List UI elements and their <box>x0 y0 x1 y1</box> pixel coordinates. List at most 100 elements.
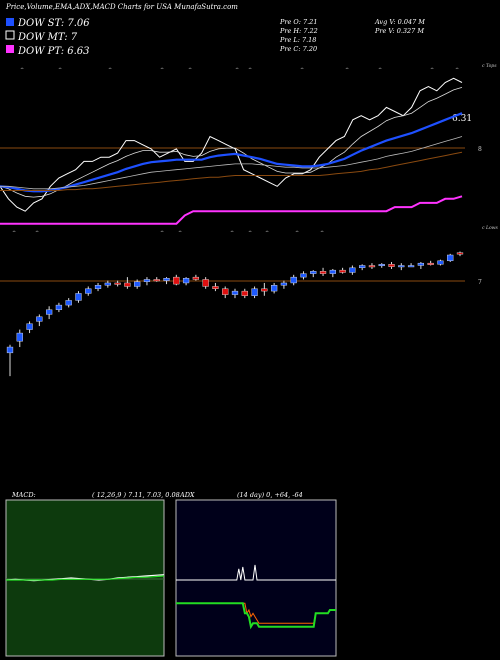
ema-line-price <box>0 77 463 212</box>
candle-body <box>407 265 415 268</box>
adx-panel: ADX (14 day) 0, +64, -64 <box>175 491 337 657</box>
top-marker: ^ <box>300 66 304 73</box>
top-marker: ^ <box>248 66 252 73</box>
ema-lows-label: c Lows <box>482 225 499 231</box>
ema-line-ema-long <box>0 136 463 190</box>
top-marker: ^ <box>108 66 112 73</box>
candle-body <box>310 271 317 274</box>
candle-body <box>417 262 425 266</box>
candle-body <box>388 264 395 267</box>
candle-body <box>143 279 151 282</box>
candle-body <box>75 293 82 301</box>
low-marker: ^ <box>265 229 269 236</box>
candle-ref-label: 7 <box>478 279 482 286</box>
candle-body <box>16 332 23 342</box>
low-marker: ^ <box>320 229 324 236</box>
top-marker: ^ <box>188 66 192 73</box>
top-marker: ^ <box>235 66 239 73</box>
candle-body <box>94 285 102 289</box>
candle-body <box>222 288 229 295</box>
dow-st-swatch <box>6 18 14 26</box>
candle-body <box>349 267 356 273</box>
candle-body <box>368 265 376 268</box>
candle-body <box>251 288 258 296</box>
candle-body <box>378 264 385 267</box>
ema-line-ema-short <box>0 87 463 198</box>
candle-body <box>319 271 327 274</box>
candle-body <box>261 288 268 292</box>
adx-label: ADX <box>179 491 195 499</box>
candle-body <box>300 273 307 278</box>
candle-body <box>329 269 336 274</box>
candle-body <box>359 265 366 269</box>
candle-body <box>182 278 190 284</box>
macd-label: MACD: <box>11 491 36 499</box>
candle-body <box>231 290 239 295</box>
ema-panel: 8 6.31 c Tops c Lows ^ ^ ^ ^ ^ ^ ^ ^ ^ ^ ^ ^ ^ ^ ^ ^ ^ ^ ^… <box>0 63 499 236</box>
top-marker: ^ <box>160 66 164 73</box>
macd-line-signal <box>6 575 165 581</box>
candle-body <box>134 281 141 287</box>
candle-body <box>173 276 180 285</box>
candle-body <box>6 346 14 354</box>
candle-body <box>124 282 131 287</box>
adx-params: (14 day) 0, +64, -64 <box>237 491 303 499</box>
pre-volume: Pre V: 0.327 M <box>374 27 424 35</box>
macd-box <box>5 499 165 657</box>
candle-body <box>398 265 405 268</box>
low-marker: ^ <box>12 229 16 236</box>
candle-body <box>202 279 209 287</box>
ema-line-dow-st <box>0 112 463 193</box>
top-marker: ^ <box>345 66 349 73</box>
ema-line-dow-pt <box>0 195 463 225</box>
candle-body <box>36 316 43 322</box>
pre-close: Pre C: 7.20 <box>279 45 317 53</box>
ema-mid-level: 8 <box>478 146 482 153</box>
adx-line-plus-di <box>176 602 336 630</box>
top-marker: ^ <box>430 66 434 73</box>
pre-low: Pre L: 7.18 <box>279 36 316 44</box>
adx-line-adx <box>176 564 336 581</box>
top-marker: ^ <box>378 66 382 73</box>
candle-panel: 7 <box>0 251 482 377</box>
candle-body <box>114 282 121 285</box>
ema-last-price: 6.31 <box>452 114 472 124</box>
candle-body <box>437 260 444 265</box>
candle-body <box>45 309 53 315</box>
candle-body <box>456 252 464 255</box>
candle-body <box>104 282 111 286</box>
avg-volume: Avg V: 0.047 M <box>374 18 425 26</box>
candle-body <box>212 286 219 289</box>
top-marker: ^ <box>455 66 459 73</box>
macd-params: ( 12,26,9 ) 7.11, 7.03, 0.08 <box>92 491 180 499</box>
dow-pt-swatch <box>6 45 14 53</box>
low-marker: ^ <box>230 229 234 236</box>
dow-mt-label: DOW MT: 7 <box>17 32 78 43</box>
pre-high: Pre H: 7.22 <box>279 27 318 35</box>
candle-body <box>65 300 72 306</box>
dow-pt-label: DOW PT: 6.63 <box>17 46 90 57</box>
candle-body <box>290 276 297 284</box>
low-marker: ^ <box>178 229 182 236</box>
candle-body <box>85 288 92 294</box>
page-title: Price,Volume,EMA,ADX,MACD Charts for USA… <box>5 3 238 11</box>
candle-body <box>192 276 200 280</box>
low-marker: ^ <box>35 229 39 236</box>
low-marker: ^ <box>160 229 164 236</box>
ema-line-ema-longest <box>0 151 463 191</box>
candle-body <box>26 323 33 330</box>
candle-body <box>447 254 454 262</box>
candle-body <box>55 304 63 310</box>
candle-body <box>270 285 278 292</box>
candle-body <box>280 282 288 286</box>
pre-open: Pre O: 7.21 <box>279 18 317 26</box>
candle-body <box>339 269 346 273</box>
ema-tops-label: c Tops <box>482 63 497 69</box>
macd-panel: MACD: ( 12,26,9 ) 7.11, 7.03, 0.08 <box>5 491 180 657</box>
dow-st-label: DOW ST: 7.06 <box>17 18 90 29</box>
dow-mt-swatch <box>5 30 15 40</box>
low-marker: ^ <box>248 229 252 236</box>
candle-body <box>163 278 170 281</box>
top-marker: ^ <box>20 66 24 73</box>
